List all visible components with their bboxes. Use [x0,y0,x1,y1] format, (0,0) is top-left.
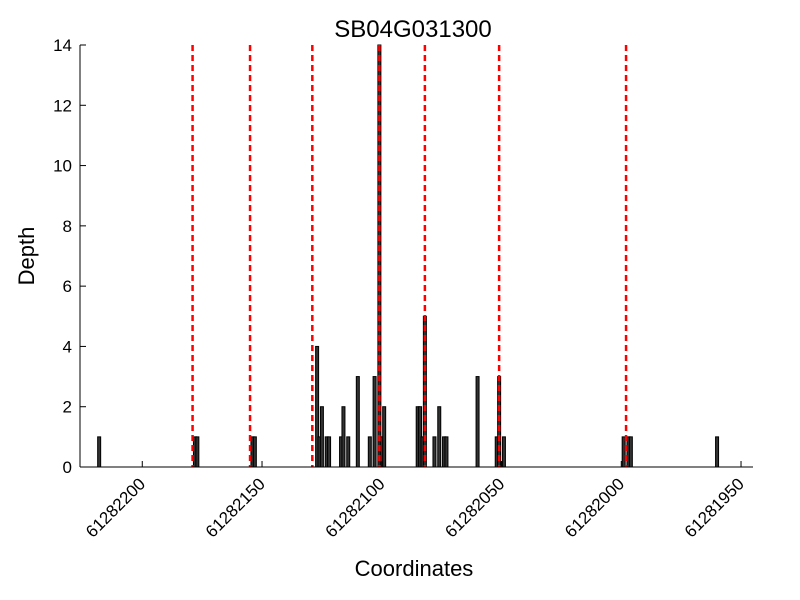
y-tick-label: 4 [63,337,72,356]
depth-bar [327,436,332,468]
depth-bar [475,376,480,468]
depth-bar [367,436,372,468]
depth-bar [715,436,720,468]
y-tick-label: 14 [53,36,72,55]
y-tick-label: 6 [63,277,72,296]
depth-bar [432,436,437,468]
axes-layer: 0 2 4 6 8 10 12 14 61282200 61282150 61282100 61282… [53,36,753,541]
y-tick-label: 2 [63,398,72,417]
x-tick-label: 61282150 [202,474,269,541]
depth-bar [97,436,102,468]
depth-bar [195,436,200,468]
y-tick-label: 12 [53,96,72,115]
chart-title: SB04G031300 [334,16,491,43]
y-tick-label: 0 [63,458,72,477]
y-tick-label: 8 [63,217,72,236]
x-tick-label: 61281950 [681,474,748,541]
depth-bar [341,406,346,468]
depth-bar [372,376,377,468]
x-tick-label: 61282050 [441,474,508,541]
depth-bar [437,406,442,468]
depth-bar [628,436,633,468]
depth-bar [621,436,626,468]
y-axis-label: Depth [14,227,39,286]
depth-bar [444,436,449,468]
depth-bar [252,436,257,468]
depth-bar [319,406,324,468]
x-tick-label: 61282200 [82,474,149,541]
x-tick-label: 61282000 [561,474,628,541]
depth-bar [355,376,360,468]
reference-lines-layer [191,45,628,467]
depth-bar [382,406,387,468]
x-axis-label: Coordinates [355,556,474,581]
depth-bar [501,436,506,468]
depth-bar [346,436,351,468]
x-tick-label: 61282100 [322,474,389,541]
y-tick-label: 10 [53,157,72,176]
